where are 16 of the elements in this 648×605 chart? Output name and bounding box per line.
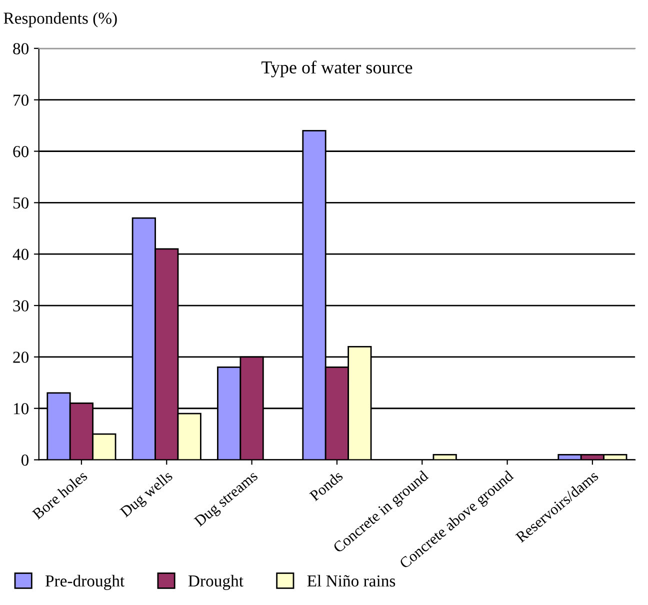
y-tick-label: 0 [21, 454, 29, 466]
x-tick-label: Bore holes [31, 470, 88, 520]
legend-label: El Niño rains [307, 574, 396, 587]
y-tick-label: 80 [13, 43, 29, 54]
legend-label: Drought [188, 574, 244, 590]
legend-label: Pre-drought [45, 574, 125, 590]
y-axis-title: Respondents (%) [4, 12, 117, 28]
y-tick-label: 50 [13, 197, 29, 209]
y-tick-label: 60 [13, 146, 29, 158]
y-tick-label: 40 [12, 248, 29, 260]
y-tick-label: 20 [13, 352, 29, 363]
y-tick-label: 30 [13, 300, 29, 312]
y-tick-label: 10 [14, 403, 29, 414]
y-tick-label: 70 [14, 94, 29, 106]
text: Type of water source [261, 60, 412, 78]
x-tick-label: Dug wells [119, 470, 176, 520]
